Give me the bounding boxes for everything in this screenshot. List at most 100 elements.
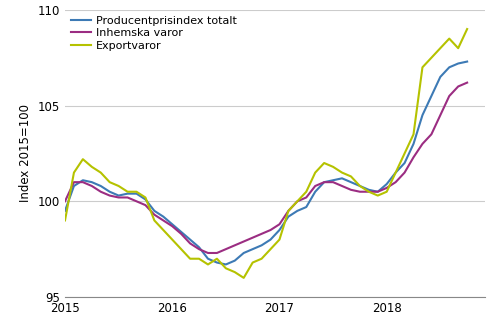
Producentprisindex totalt xyxy=(142,197,148,201)
Inhemska varor xyxy=(98,190,103,194)
Inhemska varor xyxy=(124,195,130,199)
Producentprisindex totalt xyxy=(89,180,95,184)
Inhemska varor xyxy=(116,195,121,199)
Producentprisindex totalt xyxy=(178,230,184,234)
Producentprisindex totalt xyxy=(286,214,292,218)
Inhemska varor xyxy=(71,180,77,184)
Inhemska varor xyxy=(196,247,202,251)
Inhemska varor xyxy=(304,195,310,199)
Producentprisindex totalt xyxy=(214,261,220,265)
Exportvaror xyxy=(134,190,140,194)
Producentprisindex totalt xyxy=(187,238,193,242)
Inhemska varor xyxy=(250,236,256,240)
Producentprisindex totalt xyxy=(80,178,86,182)
Inhemska varor xyxy=(392,180,398,184)
Exportvaror xyxy=(268,247,274,251)
Inhemska varor xyxy=(428,132,434,136)
Inhemska varor xyxy=(268,228,274,232)
Inhemska varor xyxy=(402,171,407,175)
Producentprisindex totalt xyxy=(106,190,112,194)
Inhemska varor xyxy=(357,190,363,194)
Exportvaror xyxy=(71,171,77,175)
Producentprisindex totalt xyxy=(223,262,229,266)
Exportvaror xyxy=(357,184,363,188)
Producentprisindex totalt xyxy=(455,61,461,65)
Exportvaror xyxy=(205,262,211,266)
Line: Producentprisindex totalt: Producentprisindex totalt xyxy=(65,62,467,264)
Inhemska varor xyxy=(232,243,238,247)
Exportvaror xyxy=(196,257,202,261)
Inhemska varor xyxy=(366,190,372,194)
Inhemska varor xyxy=(321,180,327,184)
Exportvaror xyxy=(464,27,470,31)
Inhemska varor xyxy=(258,232,264,236)
Exportvaror xyxy=(455,46,461,50)
Exportvaror xyxy=(428,56,434,60)
Inhemska varor xyxy=(62,199,68,203)
Producentprisindex totalt xyxy=(71,184,77,188)
Exportvaror xyxy=(339,171,345,175)
Exportvaror xyxy=(312,171,318,175)
Inhemska varor xyxy=(294,199,300,203)
Producentprisindex totalt xyxy=(464,60,470,64)
Exportvaror xyxy=(169,238,175,242)
Inhemska varor xyxy=(178,232,184,236)
Producentprisindex totalt xyxy=(116,194,121,198)
Inhemska varor xyxy=(160,218,166,222)
Inhemska varor xyxy=(106,194,112,198)
Producentprisindex totalt xyxy=(196,245,202,249)
Producentprisindex totalt xyxy=(428,94,434,98)
Exportvaror xyxy=(232,270,238,274)
Producentprisindex totalt xyxy=(348,180,354,184)
Inhemska varor xyxy=(464,81,470,84)
Inhemska varor xyxy=(276,222,282,226)
Exportvaror xyxy=(178,247,184,251)
Exportvaror xyxy=(250,261,256,265)
Y-axis label: Index 2015=100: Index 2015=100 xyxy=(19,105,32,202)
Exportvaror xyxy=(384,190,390,194)
Producentprisindex totalt xyxy=(446,65,452,69)
Exportvaror xyxy=(240,276,246,280)
Producentprisindex totalt xyxy=(98,184,103,188)
Producentprisindex totalt xyxy=(392,171,398,175)
Exportvaror xyxy=(366,190,372,194)
Exportvaror xyxy=(223,266,229,270)
Inhemska varor xyxy=(169,224,175,228)
Exportvaror xyxy=(124,190,130,194)
Inhemska varor xyxy=(152,213,158,217)
Producentprisindex totalt xyxy=(240,251,246,255)
Inhemska varor xyxy=(312,184,318,188)
Inhemska varor xyxy=(187,242,193,246)
Exportvaror xyxy=(152,218,158,222)
Line: Exportvaror: Exportvaror xyxy=(65,29,467,278)
Producentprisindex totalt xyxy=(152,209,158,213)
Inhemska varor xyxy=(80,180,86,184)
Exportvaror xyxy=(258,257,264,261)
Exportvaror xyxy=(142,195,148,199)
Producentprisindex totalt xyxy=(205,257,211,261)
Inhemska varor xyxy=(286,209,292,213)
Inhemska varor xyxy=(223,247,229,251)
Producentprisindex totalt xyxy=(294,209,300,213)
Exportvaror xyxy=(420,65,426,69)
Producentprisindex totalt xyxy=(438,75,444,79)
Inhemska varor xyxy=(410,155,416,159)
Producentprisindex totalt xyxy=(321,180,327,184)
Inhemska varor xyxy=(142,203,148,207)
Exportvaror xyxy=(80,157,86,161)
Exportvaror xyxy=(286,209,292,213)
Exportvaror xyxy=(392,171,398,175)
Exportvaror xyxy=(375,194,381,198)
Producentprisindex totalt xyxy=(258,243,264,247)
Inhemska varor xyxy=(348,188,354,192)
Inhemska varor xyxy=(384,186,390,190)
Producentprisindex totalt xyxy=(134,192,140,196)
Producentprisindex totalt xyxy=(124,192,130,196)
Legend: Producentprisindex totalt, Inhemska varor, Exportvaror: Producentprisindex totalt, Inhemska varo… xyxy=(68,13,239,53)
Producentprisindex totalt xyxy=(312,190,318,194)
Producentprisindex totalt xyxy=(375,190,381,194)
Inhemska varor xyxy=(339,184,345,188)
Exportvaror xyxy=(62,218,68,222)
Inhemska varor xyxy=(375,190,381,194)
Exportvaror xyxy=(446,37,452,41)
